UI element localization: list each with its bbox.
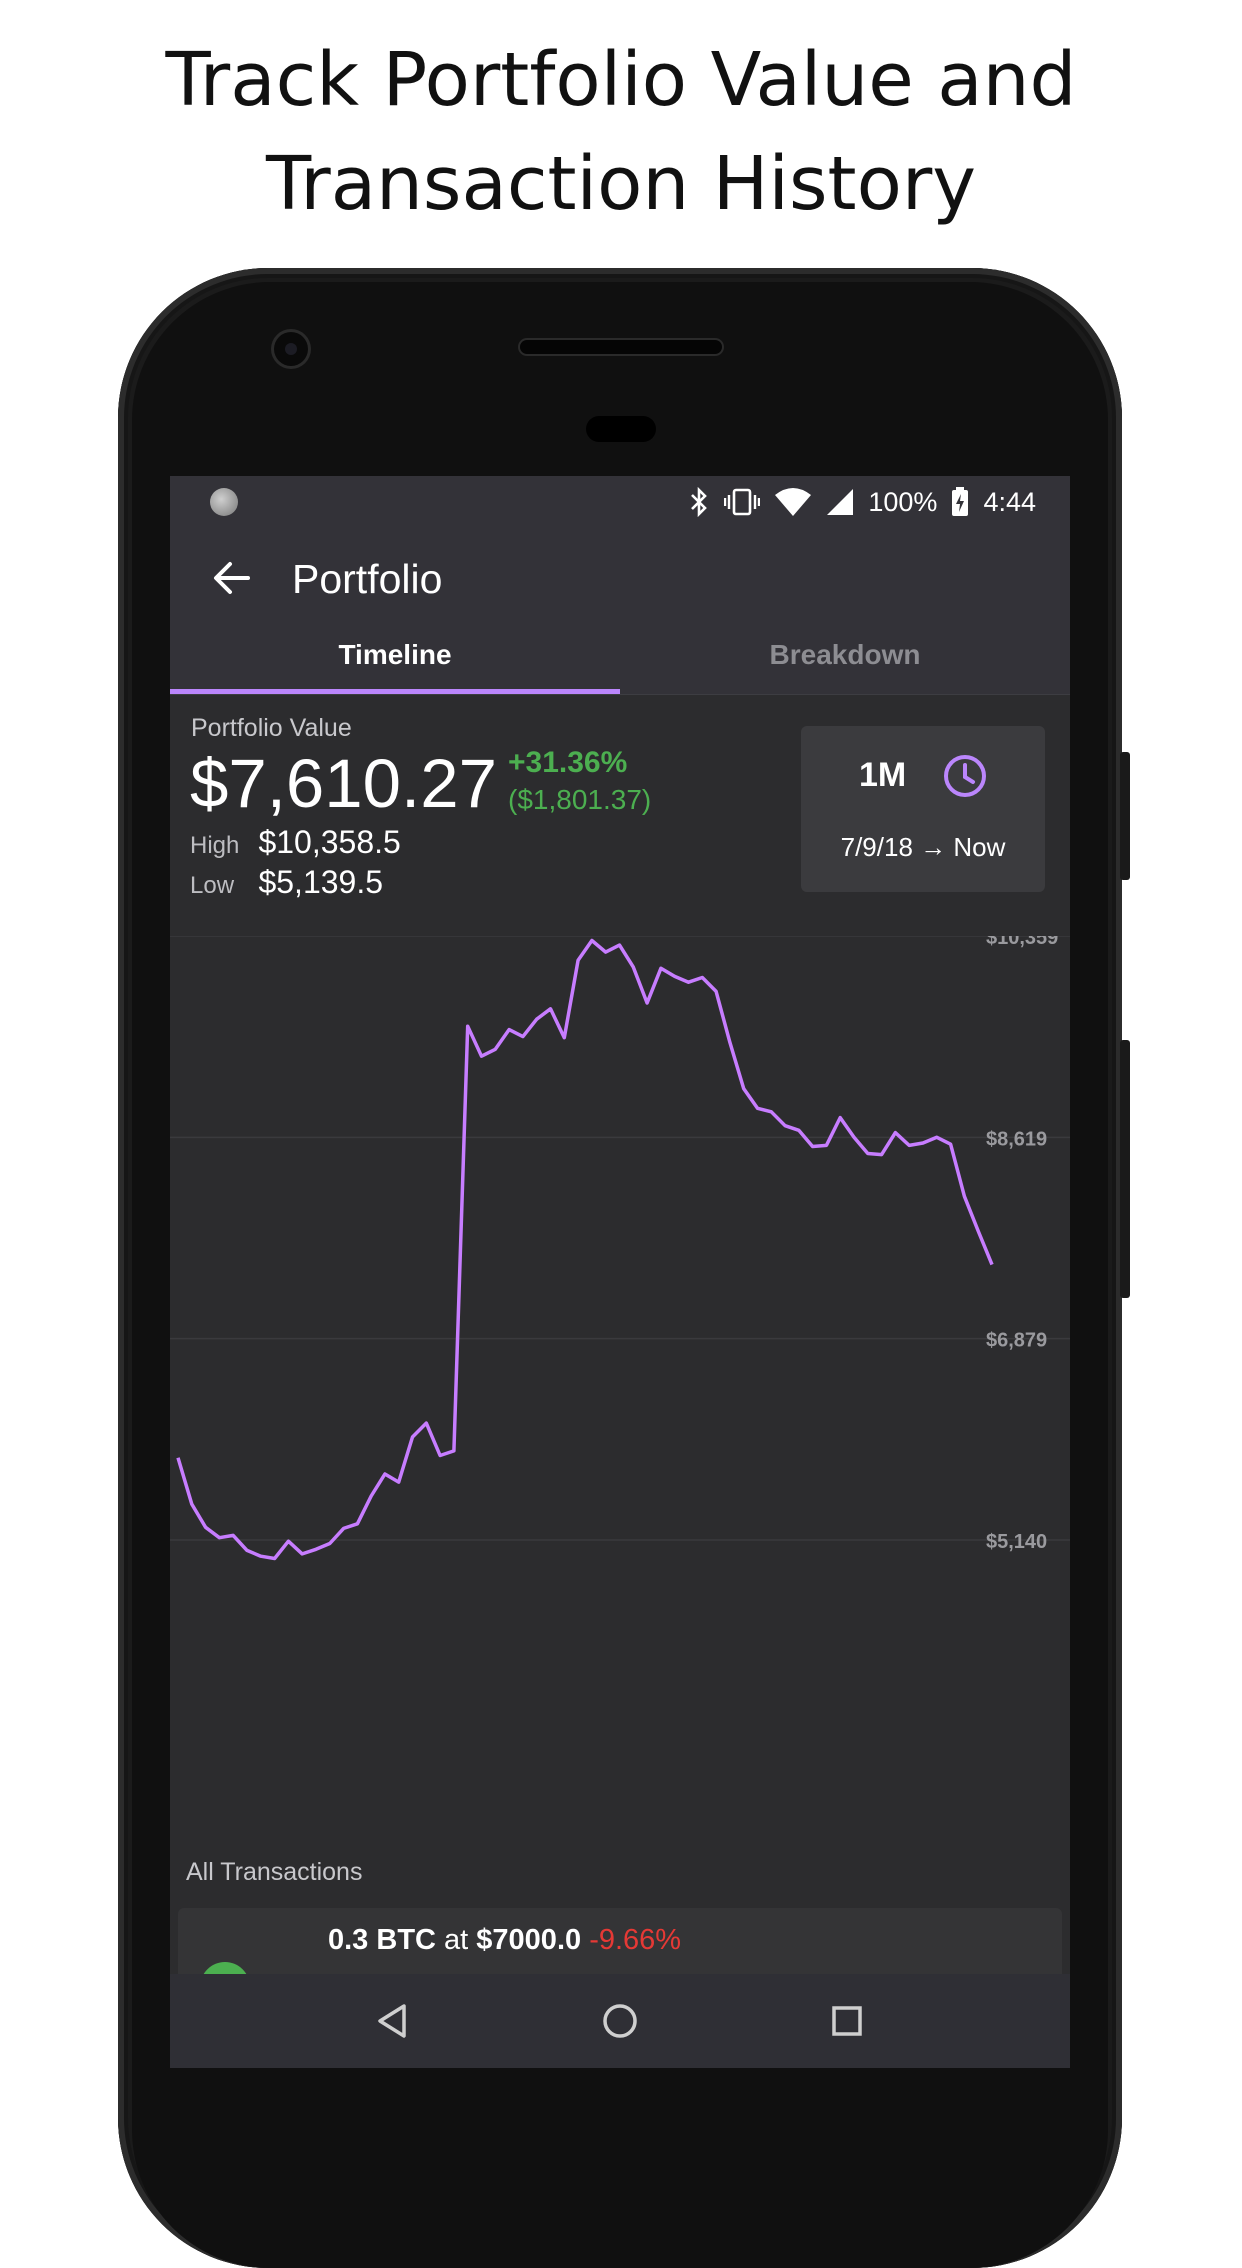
headline-line-2: Transaction History [265,141,977,227]
recents-square-icon [832,2006,862,2036]
proximity-sensor [586,416,656,442]
front-camera [274,332,308,366]
back-triangle-icon [378,2004,406,2038]
wifi-icon [775,488,812,516]
change-percent: +31.36% [508,746,628,779]
range-dates: 7/9/18 → Now [840,832,1006,862]
low-label: Low [190,872,235,899]
transaction-qty: 0.3 BTC [328,1924,436,1956]
headline: Track Portfolio Value and Transaction Hi… [0,28,1242,236]
clock-time: 4:44 [983,486,1036,517]
power-button [1120,752,1130,880]
portfolio-value: $7,610.27 [190,745,497,822]
system-nav-bar [170,1974,1070,2068]
earpiece-speaker [520,340,722,354]
y-tick-label: $10,359 [986,936,1058,949]
low-value: $5,139.5 [258,864,384,900]
transaction-at: at [444,1924,469,1956]
signal-icon [827,489,854,515]
low-row: Low $5,139.5 [190,864,383,901]
app-screen: 100% 4:44 Portfolio Timeline Breakdown P… [170,476,1070,2068]
portfolio-value-line [176,938,994,1561]
transaction-summary: 0.3 BTC at $7000.0 -9.66% [328,1924,681,1957]
high-value: $10,358.5 [258,824,401,860]
app-bar: Portfolio [170,528,1070,628]
status-bar: 100% 4:44 [170,476,1070,528]
battery-charging-icon [952,487,969,516]
tab-breakdown[interactable]: Breakdown [769,639,921,670]
high-row: High $10,358.5 [190,824,401,861]
tab-timeline[interactable]: Timeline [170,628,620,694]
high-label: High [190,832,240,859]
nav-home-button[interactable] [595,1996,645,2046]
y-tick-label: $5,140 [986,1531,1047,1553]
home-circle-icon [603,2004,637,2038]
bluetooth-icon [691,487,708,517]
battery-percent: 100% [868,486,938,517]
vibrate-icon [724,488,761,516]
portfolio-value-label: Portfolio Value [191,714,352,742]
transactions-title: All Transactions [186,1858,363,1886]
headline-line-1: Track Portfolio Value and [165,37,1077,123]
transaction-price: $7000.0 [476,1924,582,1956]
back-button[interactable] [206,552,258,604]
portfolio-chart-svg: $10,359 $8,619 $6,879 $5,140 [170,936,1070,1561]
nav-recents-button[interactable] [822,1996,872,2046]
y-tick-label: $6,879 [986,1330,1047,1352]
arrow-left-icon [214,562,250,594]
notification-dot-icon [210,488,238,516]
change-amount: ($1,801.37) [508,784,652,815]
transaction-change: -9.66% [589,1924,682,1956]
portfolio-chart: $10,359 $8,619 $6,879 $5,140 [170,936,1070,1816]
time-range-selector[interactable]: 1M 7/9/18 → Now [801,726,1045,892]
status-icons: 100% 4:44 [688,484,1036,520]
clock-icon [944,755,986,797]
range-period: 1M [859,756,907,794]
nav-back-button[interactable] [368,1996,418,2046]
y-tick-label: $8,619 [986,1128,1047,1150]
tab-bar: Timeline Breakdown [170,628,1070,695]
volume-button [1120,1040,1130,1298]
page-title: Portfolio [292,556,443,602]
